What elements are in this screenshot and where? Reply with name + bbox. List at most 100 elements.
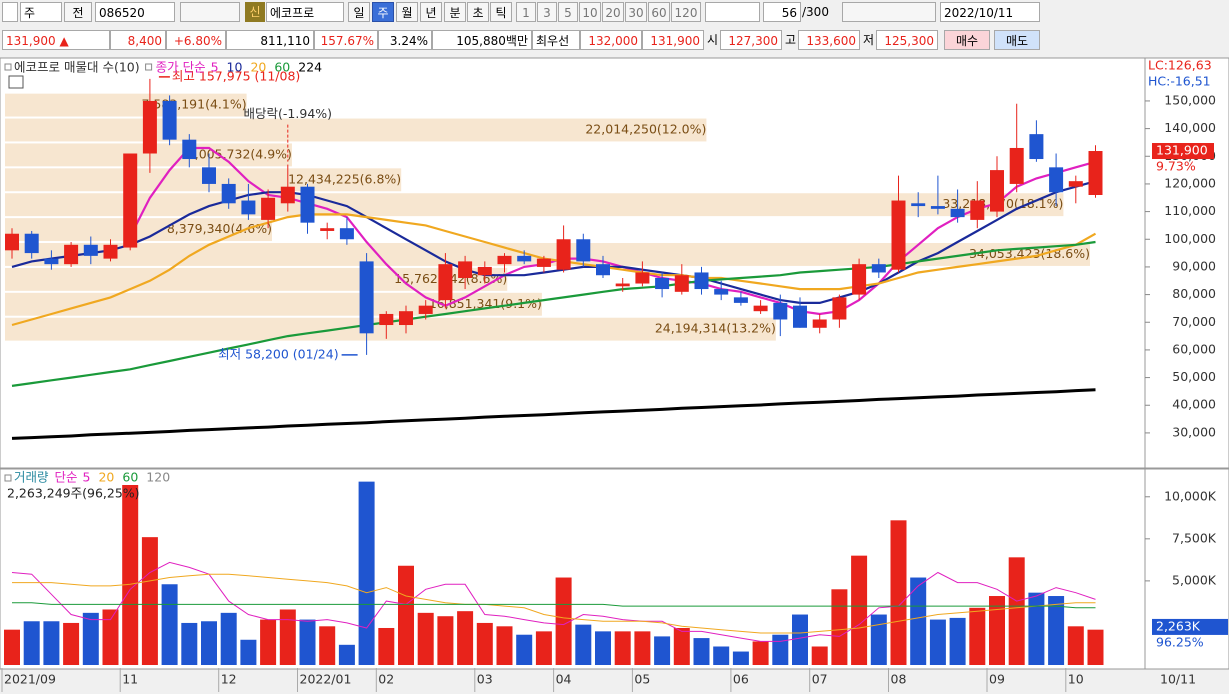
candle-body <box>142 100 157 154</box>
volume-bar <box>201 621 217 665</box>
volume-bar <box>732 651 749 665</box>
legend-entry: 224 <box>298 60 322 75</box>
count-input[interactable]: 56 <box>763 2 801 22</box>
volume-bar <box>1087 629 1104 665</box>
candle-body <box>1029 134 1044 160</box>
sell-button[interactable]: 매도 <box>994 30 1040 50</box>
y-tick-label: 10,000K <box>1164 488 1217 503</box>
x-tick-label: 2022/01 <box>300 672 352 687</box>
volume-bar <box>476 622 493 665</box>
unit-button[interactable]: 초 <box>467 2 489 22</box>
volume-bar <box>417 612 434 665</box>
legend-title: 단순 <box>55 470 78 485</box>
volume-bar <box>23 621 40 665</box>
period-button[interactable]: 월 <box>396 2 418 22</box>
high: 133,600 <box>798 30 860 50</box>
candle-body <box>950 208 965 218</box>
price-band <box>5 143 292 167</box>
volume-bar <box>1028 592 1045 665</box>
y-tick-label: 120,000 <box>1164 175 1216 190</box>
period-button[interactable]: 주 <box>372 2 394 22</box>
y-tick-label: 5,000K <box>1172 572 1217 587</box>
last-volume: 2,263K <box>1156 618 1201 633</box>
candle-body <box>930 206 945 209</box>
ma-line <box>11 213 1097 327</box>
candle-body <box>5 233 19 251</box>
candle-body <box>793 305 807 328</box>
price-band <box>5 118 707 142</box>
y-tick-label: 40,000 <box>1172 397 1216 412</box>
volume-bar <box>634 631 651 665</box>
unit-button[interactable]: 틱 <box>490 2 512 22</box>
minute-button[interactable]: 10 <box>579 2 601 22</box>
x-tick-label: 09 <box>989 672 1005 687</box>
y-tick-label: 7,500K <box>1172 530 1217 545</box>
volume-bar <box>989 596 1005 665</box>
candle-body <box>674 275 689 292</box>
candle-body <box>320 228 335 231</box>
open-label: 시 <box>707 33 719 47</box>
open: 127,300 <box>720 30 782 50</box>
candle-body <box>182 139 197 160</box>
buy-button[interactable]: 매수 <box>944 30 990 50</box>
unit-button[interactable]: 분 <box>444 2 466 22</box>
candle-body <box>517 255 532 262</box>
minute-button[interactable]: 3 <box>537 2 557 22</box>
turnover: 3.24% <box>378 30 432 50</box>
ma-line <box>11 561 1096 642</box>
minute-button[interactable]: 30 <box>625 2 647 22</box>
name-input[interactable]: 에코프로 <box>266 2 344 22</box>
prev-button[interactable]: 전 <box>64 2 92 22</box>
period-button[interactable]: 일 <box>348 2 370 22</box>
volume-bar <box>516 634 533 665</box>
band-label: 7,583,191(4.1%) <box>141 97 246 112</box>
date-input[interactable]: 2022/10/11 <box>940 2 1040 22</box>
candle-body <box>753 305 768 312</box>
volume-bar <box>240 639 257 665</box>
x-tick-label: 03 <box>477 672 493 687</box>
candle-body <box>83 244 98 256</box>
legend-entry: 60 <box>122 470 138 485</box>
candle-body <box>24 233 39 254</box>
x-tick-label: 06 <box>733 672 749 687</box>
x-tick-label: 08 <box>891 672 907 687</box>
minute-button[interactable]: 1 <box>516 2 536 22</box>
dropdown[interactable] <box>705 2 760 22</box>
search-icons[interactable] <box>180 2 240 22</box>
volume-bar <box>496 626 513 665</box>
menu-icon[interactable] <box>2 2 18 22</box>
period-button[interactable]: 년 <box>420 2 442 22</box>
y-tick-label: 100,000 <box>1164 231 1216 246</box>
minute-button[interactable]: 5 <box>558 2 578 22</box>
candle-body <box>990 170 1004 212</box>
volume-bar <box>4 629 20 665</box>
volume-title: 거래량 <box>14 470 49 485</box>
volume-bar <box>141 537 158 665</box>
volume-bar <box>398 565 414 665</box>
period-type[interactable]: 주 <box>20 2 62 22</box>
candle-body <box>655 277 670 290</box>
minute-button[interactable]: 20 <box>602 2 624 22</box>
minute-button[interactable]: 60 <box>648 2 670 22</box>
volume-bar <box>457 611 474 665</box>
band-label: 24,194,314(13.2%) <box>655 321 776 336</box>
last-price-box <box>1152 143 1214 160</box>
table-icon[interactable] <box>8 75 24 89</box>
code-input[interactable]: 086520 <box>95 2 175 22</box>
tool-icons[interactable] <box>842 2 936 22</box>
volume-bar <box>358 481 375 665</box>
legend-entry: 5 <box>211 60 219 75</box>
minute-button[interactable]: 120 <box>671 2 701 22</box>
volume-bar <box>338 644 355 665</box>
candle-body <box>438 264 453 301</box>
x-tick-label: 07 <box>812 672 828 687</box>
volume-bar <box>949 617 966 665</box>
y-tick-label: 140,000 <box>1164 120 1216 135</box>
candle-body <box>458 261 473 278</box>
volume-bar <box>595 631 611 665</box>
candle-body <box>202 167 216 184</box>
volume-bar <box>181 622 198 665</box>
candle-body <box>1049 167 1064 193</box>
candle-body <box>477 266 492 276</box>
legend-entry: 120 <box>146 470 170 485</box>
